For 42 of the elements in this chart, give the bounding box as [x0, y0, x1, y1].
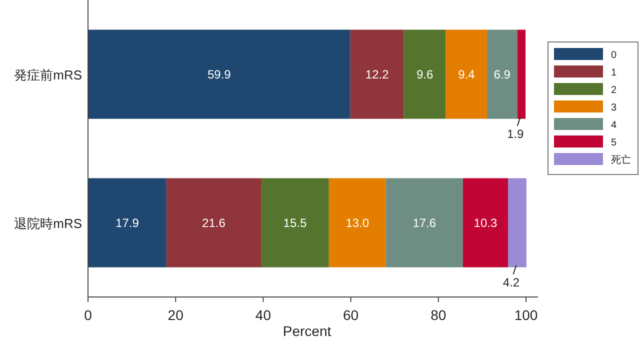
data-label: 9.6	[416, 67, 434, 82]
bar	[261, 178, 329, 268]
data-label: 12.2	[365, 67, 390, 82]
data-label: 10.3	[474, 216, 498, 230]
data-label: 59.9	[208, 67, 232, 82]
bar	[446, 30, 488, 119]
x-tick-label: 0	[84, 307, 92, 323]
data-label: 6.9	[494, 67, 511, 82]
x-axis-title: Percent	[282, 323, 332, 339]
legend-label: 0	[611, 50, 617, 61]
bar	[88, 30, 350, 119]
data-label: 15.5	[283, 216, 307, 230]
bar	[88, 178, 166, 268]
y-tick-label: 発症前mRS	[14, 67, 82, 82]
legend-label: 4	[611, 120, 617, 131]
bar	[386, 178, 463, 268]
x-tick-label: 20	[168, 307, 184, 323]
bar	[350, 30, 404, 119]
legend-label: 3	[611, 102, 617, 114]
bar	[517, 30, 526, 119]
data-label: 9.4	[458, 67, 476, 82]
bar	[328, 178, 386, 268]
data-label: 13.0	[346, 216, 370, 230]
bar	[166, 178, 262, 268]
bar	[508, 178, 526, 268]
y-tick-label: 退院時mRS	[14, 216, 82, 231]
data-label: 17.6	[412, 216, 436, 230]
legend-label: 2	[611, 85, 617, 96]
bar	[462, 178, 508, 268]
x-tick-label: 60	[343, 307, 359, 323]
bar	[487, 30, 518, 119]
x-tick-label: 80	[430, 307, 446, 323]
legend-label: 5	[611, 138, 617, 148]
legend-label: 1	[611, 68, 617, 78]
data-label: 21.6	[202, 216, 226, 230]
x-tick-label: 100	[514, 307, 538, 323]
data-label: 4.2	[502, 275, 520, 290]
data-label: 1.9	[507, 126, 524, 141]
x-tick-label: 40	[255, 307, 272, 323]
legend-label: 死亡	[611, 154, 631, 166]
data-label: 17.9	[116, 216, 140, 230]
bar	[404, 30, 446, 119]
